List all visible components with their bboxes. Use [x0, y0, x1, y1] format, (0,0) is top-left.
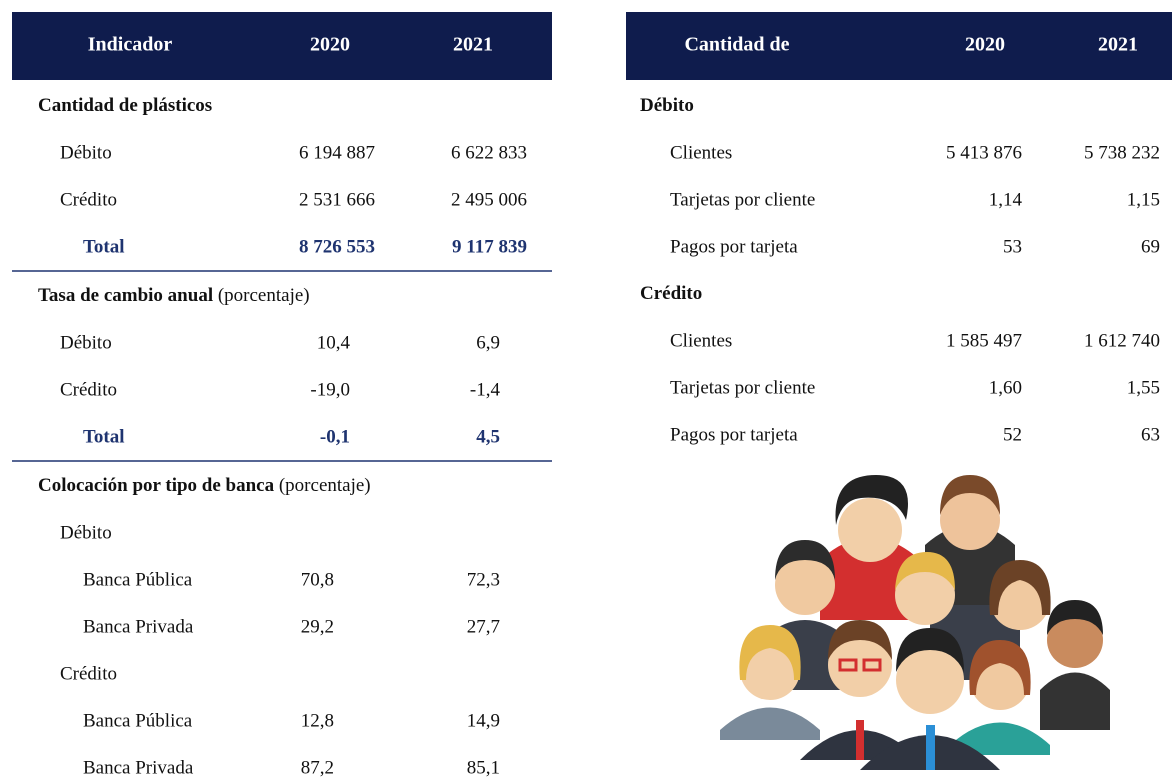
cell-value: 2 531 666 — [299, 189, 375, 210]
cell-value: 29,2 — [301, 616, 334, 637]
cell-value: 70,8 — [301, 569, 334, 590]
section-name: Colocación por tipo de banca — [38, 475, 275, 496]
cell-value: 10,4 — [317, 332, 351, 353]
cell-value: 1,60 — [989, 377, 1022, 398]
section-name: Cantidad de plásticos — [38, 95, 212, 116]
row-label: Banca Pública — [83, 569, 193, 590]
header-cell: Indicador — [88, 34, 173, 56]
row-label: Crédito — [60, 189, 117, 210]
total-value: 8 726 553 — [299, 236, 375, 257]
section-name: Débito — [640, 95, 694, 116]
cell-value: 2 495 006 — [451, 189, 527, 210]
section-name: Tasa de cambio anual — [38, 285, 213, 306]
cell-value: 14,9 — [467, 710, 500, 731]
header-cell: 2020 — [965, 34, 1005, 56]
row-label: Débito — [60, 142, 112, 163]
cell-value: 1 612 740 — [1084, 330, 1160, 351]
cell-value: 12,8 — [301, 710, 334, 731]
cell-value: 27,7 — [467, 616, 500, 637]
cell-value: -1,4 — [470, 379, 501, 400]
total-value: 9 117 839 — [452, 236, 527, 257]
row-label: Clientes — [670, 142, 732, 163]
cell-value: 52 — [1003, 424, 1022, 445]
people-illustration — [720, 475, 1110, 770]
right-header-band — [626, 12, 1172, 80]
row-label: Débito — [60, 332, 112, 353]
cell-value: 6,9 — [476, 332, 500, 353]
row-label: Banca Pública — [83, 710, 193, 731]
cell-value: 1,55 — [1127, 377, 1160, 398]
row-label: Clientes — [670, 330, 732, 351]
cell-value: -19,0 — [310, 379, 350, 400]
section-title: Débito — [640, 95, 694, 116]
left-header-band — [12, 12, 552, 80]
row-label: Banca Privada — [83, 757, 194, 778]
cell-value: 1,15 — [1127, 189, 1160, 210]
row-label: Crédito — [60, 379, 117, 400]
section-title: Crédito — [640, 283, 702, 304]
cell-value: 6 622 833 — [451, 142, 527, 163]
section-title: Cantidad de plásticos — [38, 95, 212, 116]
cell-value: 72,3 — [467, 569, 500, 590]
cell-value: 85,1 — [467, 757, 500, 778]
group-label: Débito — [60, 522, 112, 543]
header-cell: 2021 — [453, 34, 493, 56]
row-label: Pagos por tarjeta — [670, 236, 798, 257]
section-name: Crédito — [640, 283, 702, 304]
total-label: Total — [83, 236, 125, 257]
total-label: Total — [83, 426, 125, 447]
cell-value: 5 738 232 — [1084, 142, 1160, 163]
section-unit: (porcentaje) — [279, 475, 371, 496]
cell-value: 5 413 876 — [946, 142, 1022, 163]
section-title: Colocación por tipo de banca (porcentaje… — [38, 475, 371, 496]
section-title: Tasa de cambio anual (porcentaje) — [38, 285, 310, 306]
cell-value: 87,2 — [301, 757, 334, 778]
header-cell: Cantidad de — [684, 34, 789, 56]
cell-value: 1 585 497 — [946, 330, 1022, 351]
section-unit: (porcentaje) — [218, 285, 310, 306]
total-value: -0,1 — [320, 426, 350, 447]
cell-value: 1,14 — [989, 189, 1023, 210]
row-label: Tarjetas por cliente — [670, 189, 815, 210]
cell-value: 53 — [1003, 236, 1022, 257]
cell-value: 69 — [1141, 236, 1160, 257]
row-label: Pagos por tarjeta — [670, 424, 798, 445]
cell-value: 6 194 887 — [299, 142, 375, 163]
cell-value: 63 — [1141, 424, 1160, 445]
header-cell: 2020 — [310, 34, 350, 56]
header-cell: 2021 — [1098, 34, 1138, 56]
row-label: Tarjetas por cliente — [670, 377, 815, 398]
total-value: 4,5 — [476, 426, 500, 447]
group-label: Crédito — [60, 663, 117, 684]
row-label: Banca Privada — [83, 616, 194, 637]
